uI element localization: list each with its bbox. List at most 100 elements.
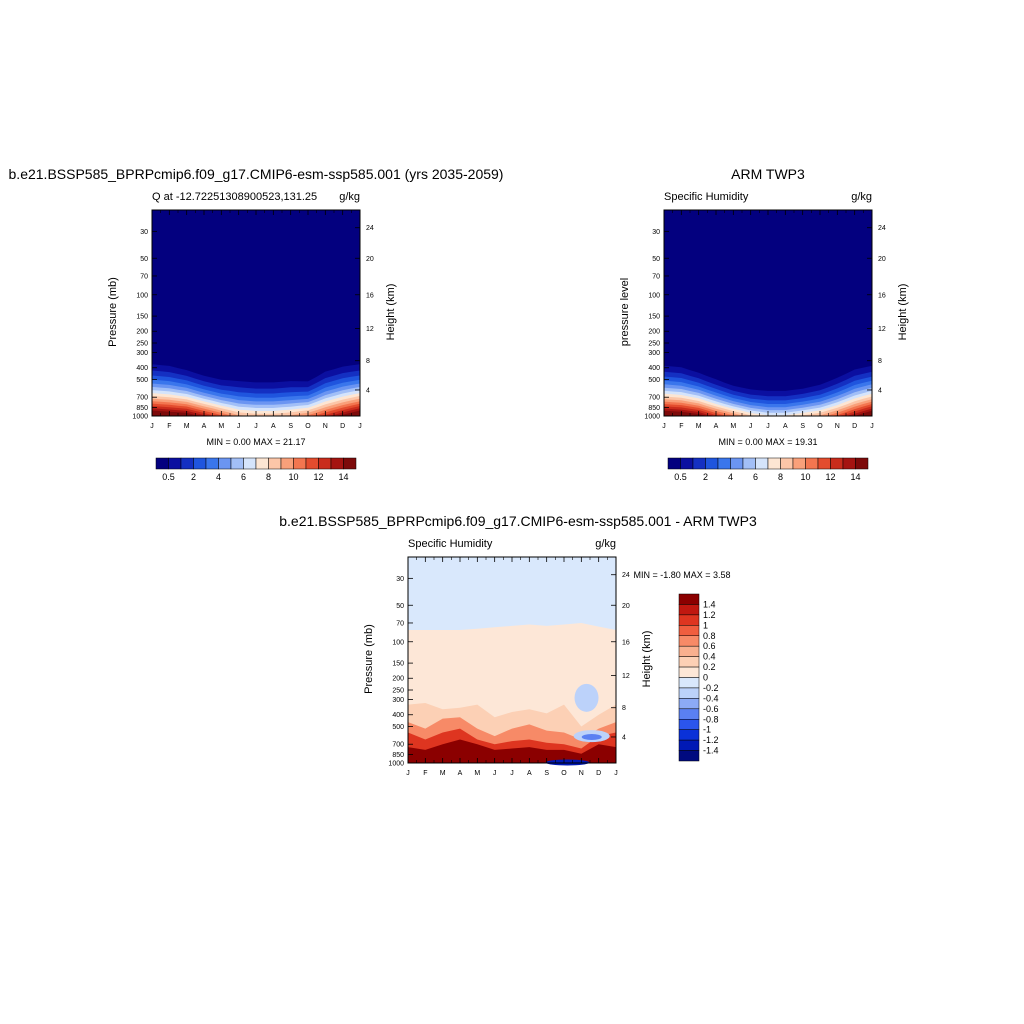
colorbar-swatch: [243, 457, 257, 470]
y-tick-label: 50: [652, 256, 660, 263]
y-tick-label: 700: [392, 742, 404, 749]
colorbar-label: 8: [266, 472, 271, 482]
colorbar-swatch: [742, 457, 756, 470]
x-tick-label: M: [184, 423, 190, 430]
y-right-tick-label: 12: [622, 673, 630, 680]
colorbar-swatch: [678, 729, 700, 741]
colorbar-label: 0.5: [162, 472, 175, 482]
colorbar-swatch: [218, 457, 232, 470]
colorbar-label: 6: [753, 472, 758, 482]
x-tick-label: N: [579, 770, 584, 777]
y-tick-label: 400: [136, 365, 148, 372]
contour-fill-layer: [408, 557, 616, 766]
colorbar-swatch: [705, 457, 719, 470]
colorbar-label: 1.4: [703, 599, 716, 609]
y-right-tick-label: 12: [878, 326, 886, 333]
colorbar-swatch: [678, 708, 700, 720]
y-tick-label: 250: [648, 341, 660, 348]
colorbar-swatch: [678, 645, 700, 657]
colorbar-label: 10: [288, 472, 298, 482]
colorbar-swatch: [678, 604, 700, 616]
y-tick-label: 50: [396, 603, 404, 610]
y-tick-label: 1000: [132, 414, 148, 421]
panel-title: b.e21.BSSP585_BPRPcmip6.f09_g17.CMIP6-es…: [279, 513, 757, 529]
y-tick-label: 200: [392, 676, 404, 683]
colorbar-swatch: [268, 457, 282, 470]
colorbar-swatch: [678, 593, 700, 605]
y-tick-label: 850: [392, 752, 404, 759]
colorbar-swatch: [678, 687, 700, 699]
y-right-tick-label: 8: [622, 705, 626, 712]
y-tick-label: 1000: [388, 761, 404, 768]
y-tick-label: 100: [392, 639, 404, 646]
x-tick-label: A: [202, 423, 207, 430]
panel-model-humidity: b.e21.BSSP585_BPRPcmip6.f09_g17.CMIP6-es…: [9, 166, 504, 482]
colorbar-label: -0.2: [703, 683, 719, 693]
x-tick-label: J: [358, 423, 362, 430]
y-tick-label: 100: [648, 292, 660, 299]
y-tick-label: 1000: [644, 414, 660, 421]
min-max-label: MIN = -1.80 MAX = 3.58: [633, 570, 730, 580]
x-tick-label: D: [340, 423, 345, 430]
y-right-tick-label: 8: [366, 358, 370, 365]
y-tick-label: 300: [136, 350, 148, 357]
colorbar-swatch: [780, 457, 794, 470]
colorbar-swatch: [343, 457, 357, 470]
colorbar-swatch: [805, 457, 819, 470]
y-right-tick-label: 20: [878, 256, 886, 263]
colorbar-swatch: [230, 457, 244, 470]
colorbar-swatch: [255, 457, 269, 470]
x-tick-label: O: [561, 770, 567, 777]
colorbar-swatch: [193, 457, 207, 470]
colorbar-swatch: [678, 698, 700, 710]
colorbar-label: 8: [778, 472, 783, 482]
colorbar-label: 12: [825, 472, 835, 482]
y-right-tick-label: 16: [878, 292, 886, 299]
x-tick-label: J: [150, 423, 154, 430]
y-tick-label: 30: [652, 229, 660, 236]
colorbar-swatch: [830, 457, 844, 470]
colorbar-swatch: [817, 457, 831, 470]
y-tick-label: 400: [392, 712, 404, 719]
colorbar-swatch: [730, 457, 744, 470]
y-right-tick-label: 24: [878, 225, 886, 232]
x-tick-label: S: [800, 423, 805, 430]
colorbar-swatch: [168, 457, 182, 470]
y-right-tick-label: 12: [366, 326, 374, 333]
colorbar-label: 12: [313, 472, 323, 482]
y-tick-label: 50: [140, 256, 148, 263]
y-tick-label: 30: [140, 229, 148, 236]
x-tick-label: J: [614, 770, 618, 777]
colorbar-swatch: [767, 457, 781, 470]
negative-anomaly-region: [581, 733, 602, 740]
colorbar-label: 10: [800, 472, 810, 482]
colorbar-label: 4: [728, 472, 733, 482]
y-tick-label: 250: [392, 688, 404, 695]
x-tick-label: A: [783, 423, 788, 430]
y-axis-label: Pressure (mb): [107, 277, 119, 347]
y-tick-label: 70: [652, 273, 660, 280]
x-tick-label: D: [596, 770, 601, 777]
y-axis-right-label: Height (km): [641, 631, 653, 688]
colorbar-label: -0.6: [703, 704, 719, 714]
colorbar-label: -1: [703, 725, 711, 735]
y-axis-right-label: Height (km): [385, 284, 397, 341]
y-tick-label: 300: [648, 350, 660, 357]
x-tick-label: A: [271, 423, 276, 430]
x-tick-label: M: [696, 423, 702, 430]
colorbar-label: -1.2: [703, 735, 719, 745]
y-tick-label: 700: [648, 395, 660, 402]
y-right-tick-label: 16: [622, 639, 630, 646]
colorbar-label: 1: [703, 620, 708, 630]
y-tick-label: 200: [136, 329, 148, 336]
colorbar-label: 2: [191, 472, 196, 482]
x-tick-label: J: [749, 423, 753, 430]
colorbar-label: 0: [703, 673, 708, 683]
colorbar-swatch: [305, 457, 319, 470]
min-max-label: MIN = 0.00 MAX = 21.17: [206, 437, 305, 447]
colorbar-label: 6: [241, 472, 246, 482]
x-tick-label: J: [766, 423, 770, 430]
y-right-tick-label: 4: [622, 734, 626, 741]
colorbar-label: 0.6: [703, 641, 716, 651]
colorbar-label: 0.5: [674, 472, 687, 482]
